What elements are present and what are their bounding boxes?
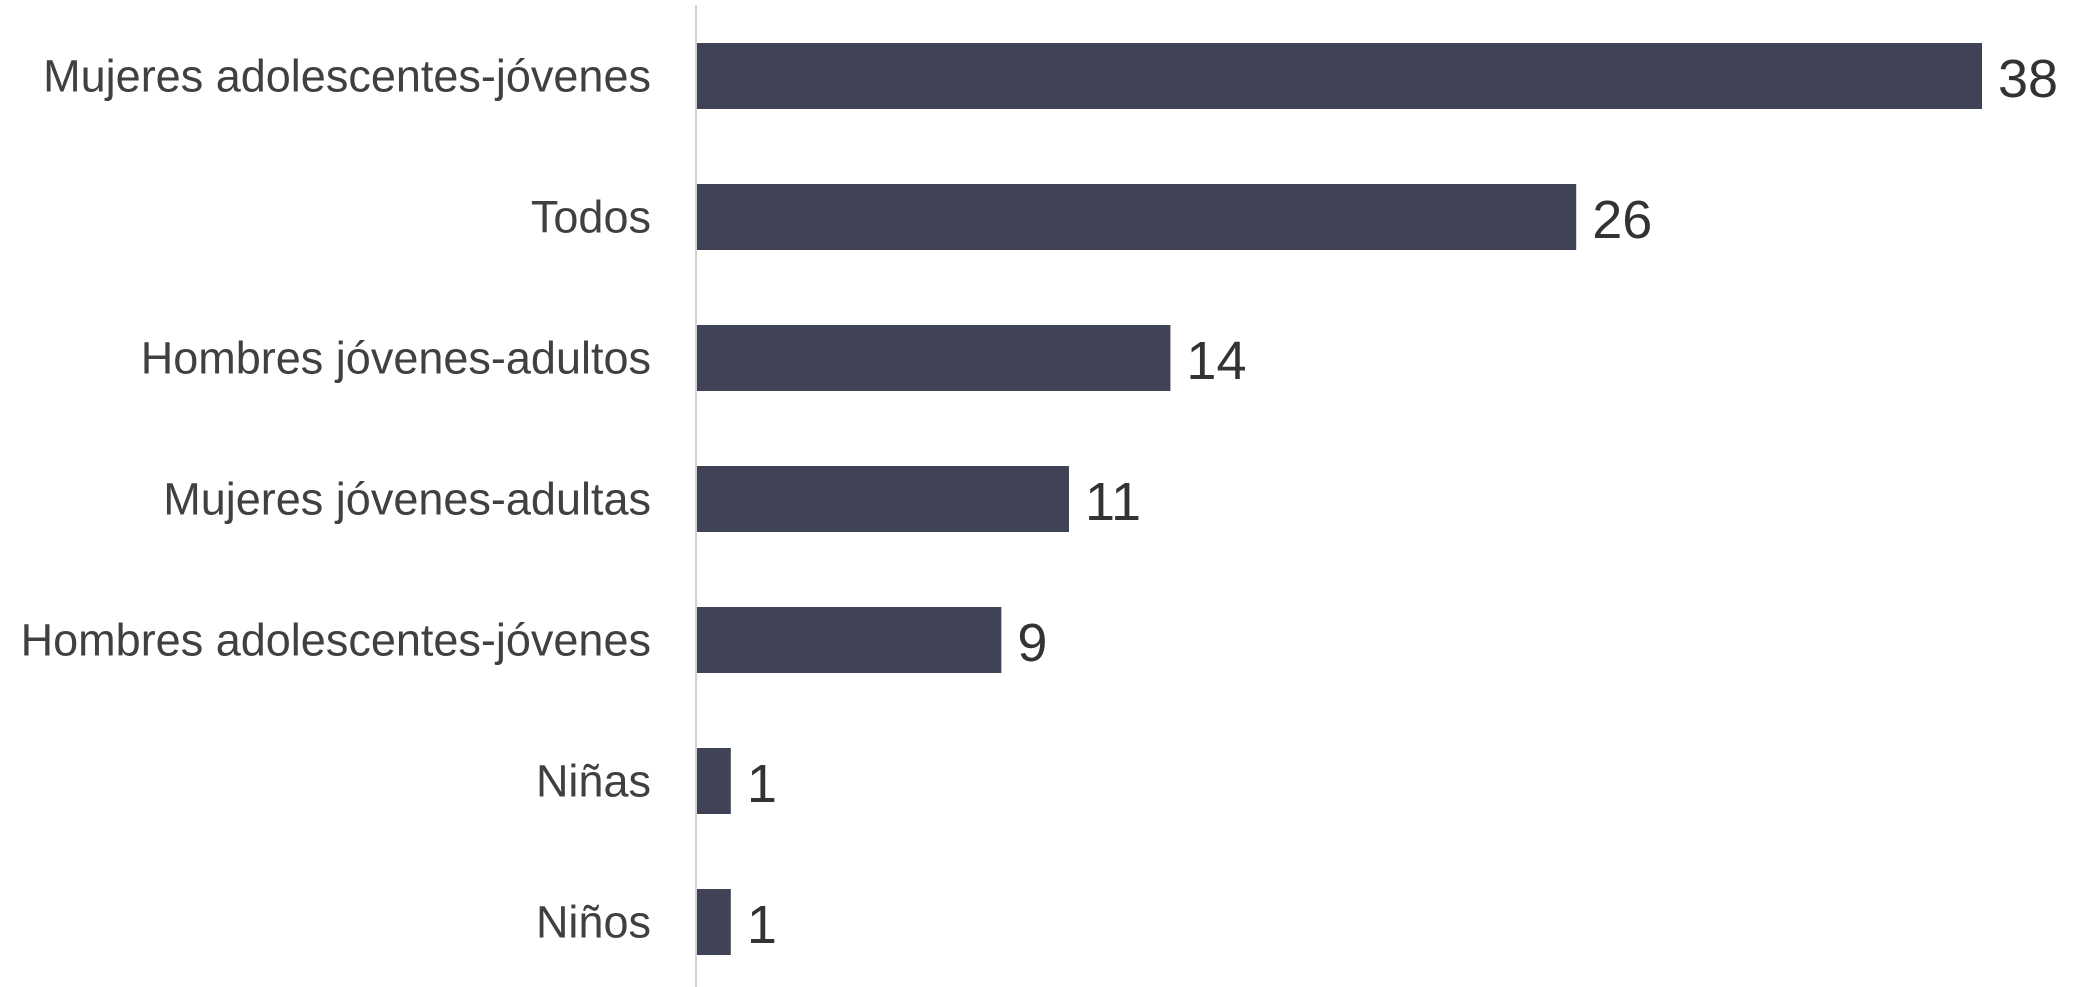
bar (697, 748, 731, 814)
value-label: 26 (1592, 190, 1652, 250)
value-label: 1 (747, 754, 777, 814)
bar (697, 607, 1002, 673)
bar (697, 466, 1069, 532)
value-label: 14 (1186, 331, 1246, 391)
bar (697, 43, 1982, 109)
value-label: 38 (1998, 49, 2058, 109)
bars-group: Mujeres adolescentes-jóvenes 38 Todos 26 Hom… (21, 43, 2058, 955)
value-label: 1 (747, 895, 777, 955)
category-label: Mujeres adolescentes-jóvenes (43, 51, 651, 102)
category-label: Niñas (536, 756, 651, 807)
category-label: Hombres adolescentes-jóvenes (21, 615, 651, 666)
bar (697, 184, 1577, 250)
value-label: 11 (1085, 472, 1141, 532)
category-label: Hombres jóvenes-adultos (141, 333, 651, 384)
category-label: Mujeres jóvenes-adultas (163, 474, 651, 525)
category-label: Niños (536, 897, 651, 948)
category-label: Todos (531, 192, 651, 243)
bar (697, 325, 1171, 391)
bar (697, 889, 731, 955)
value-label: 9 (1017, 613, 1047, 673)
